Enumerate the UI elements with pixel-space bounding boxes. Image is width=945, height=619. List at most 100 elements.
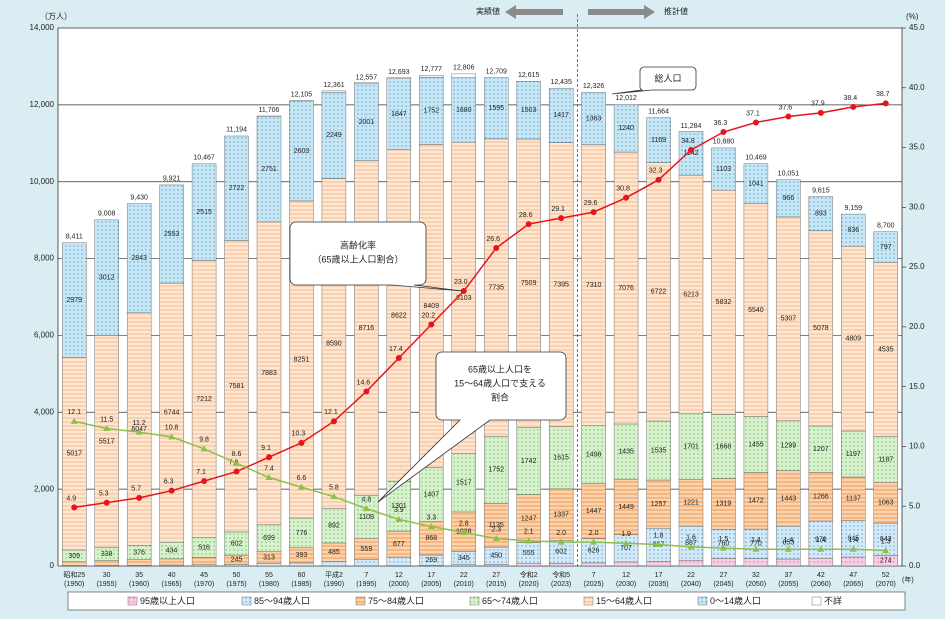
line-value-label: 10.3 [292, 431, 306, 438]
line-value-label: 38.4 [843, 95, 857, 102]
value-label: 450 [490, 553, 502, 560]
line-value-label: 20.2 [421, 312, 435, 319]
line-value-label: 7.9 [229, 459, 239, 466]
bar-segment [743, 416, 769, 473]
value-label: 5017 [66, 450, 82, 457]
bar-segment [808, 472, 834, 522]
bar-segment [873, 436, 898, 483]
total-label: 12,806 [453, 65, 475, 72]
legend-swatch [355, 596, 366, 606]
line-marker [817, 545, 825, 552]
line-value-label: 6.3 [164, 479, 174, 486]
line-marker [168, 487, 175, 494]
bar-segment [808, 196, 834, 232]
line-marker [557, 538, 565, 545]
x-tick-label: 7 [592, 572, 596, 579]
y2-tick-label: 35.0 [909, 143, 925, 152]
legend-swatch [583, 596, 594, 606]
x-tick-label: 令和2 [520, 570, 538, 579]
x-tick-label: (1965) [161, 581, 181, 588]
y-tick-label: 8,000 [34, 254, 55, 263]
line-marker [720, 129, 727, 136]
line-marker [719, 544, 727, 551]
total-label: 9,615 [812, 187, 830, 194]
bar-segment [613, 104, 639, 153]
x-tick-label: (2055) [778, 581, 798, 588]
value-label: 843 [880, 536, 892, 543]
bar-segment [678, 479, 704, 527]
line-marker [265, 474, 273, 481]
bar-segment [776, 558, 801, 567]
bar-segment [159, 558, 184, 566]
value-label: 602 [555, 549, 567, 556]
line [74, 420, 886, 552]
bar-segment [711, 478, 736, 530]
callouts: 総人口 高齢化率 （65歳以上人口割合） 65歳以上人口を 15～64歳人口で支… [289, 66, 697, 503]
line-value-label: 7.4 [264, 465, 274, 472]
value-label: 7212 [196, 396, 212, 403]
total-label: 12,693 [388, 69, 410, 76]
value-label: 7076 [618, 285, 634, 292]
bar-segment [386, 77, 412, 79]
bar-segment [581, 425, 606, 484]
value-label: 8716 [359, 325, 375, 332]
x-tick-label: 47 [849, 572, 857, 579]
total-label: 8,700 [877, 223, 895, 230]
bar-segment [386, 556, 412, 566]
x-tick-label: (1990) [324, 581, 344, 588]
bar-segment [289, 517, 314, 549]
bar-segment [62, 561, 87, 566]
total-label: 11,284 [681, 123, 702, 130]
legend-swatch [127, 596, 138, 606]
value-label: 8622 [391, 312, 407, 319]
bar-segment [256, 563, 282, 567]
line-marker [655, 540, 663, 547]
line-marker [233, 468, 240, 475]
line-marker [266, 454, 272, 461]
value-label: 2603 [294, 148, 310, 155]
line-marker [200, 445, 208, 452]
bar-segment [191, 557, 217, 565]
legend-label: 75～84歳人口 [368, 595, 424, 606]
value-label: 1417 [553, 112, 569, 119]
bar-segment [711, 528, 736, 559]
bar-segment [516, 563, 541, 567]
x-tick-label: 35 [135, 572, 143, 579]
value-label: 5078 [813, 325, 829, 332]
bar-segment [841, 556, 866, 567]
line-value-label: 30.8 [616, 186, 630, 193]
x-tick-label: 52 [882, 572, 890, 579]
total-label: 9,008 [98, 211, 116, 218]
value-label: 1187 [878, 456, 893, 463]
bar-segment [451, 453, 476, 513]
x-tick-label: 27 [492, 572, 500, 579]
x-tick-label: 32 [752, 572, 760, 579]
legend-label: 65～74歳人口 [482, 595, 538, 606]
line-value-label: 4.9 [66, 495, 76, 502]
line-value-label: 12.1 [67, 409, 81, 416]
x-tick-label: (2000) [389, 581, 409, 588]
x-tick-label: 22 [687, 572, 695, 579]
line-value-label: 6.6 [297, 475, 307, 482]
value-label: 1615 [553, 455, 569, 462]
bar-segment [743, 528, 769, 559]
x-tick-label: 60 [298, 572, 306, 579]
plot-area [58, 28, 902, 566]
value-label: 8409 [424, 303, 440, 310]
line-marker [752, 119, 759, 126]
y2-tick-label: 40.0 [909, 83, 925, 92]
line-marker [688, 146, 694, 153]
y-tick-label: 10,000 [30, 177, 55, 186]
legend-swatch [241, 596, 252, 606]
x-tick-label: 55 [265, 572, 273, 579]
value-label: 5832 [716, 299, 732, 306]
line-value-label: 4.8 [362, 496, 372, 503]
value-label: 1063 [878, 499, 894, 506]
line-marker [493, 244, 500, 251]
line-value-label: 1.9 [621, 531, 631, 538]
x-tick-label: 平成2 [325, 570, 343, 579]
value-label: 4535 [878, 346, 894, 353]
line-value-label: 1.4 [784, 537, 794, 544]
line [74, 102, 886, 509]
line-value-label: 2.8 [459, 520, 469, 527]
